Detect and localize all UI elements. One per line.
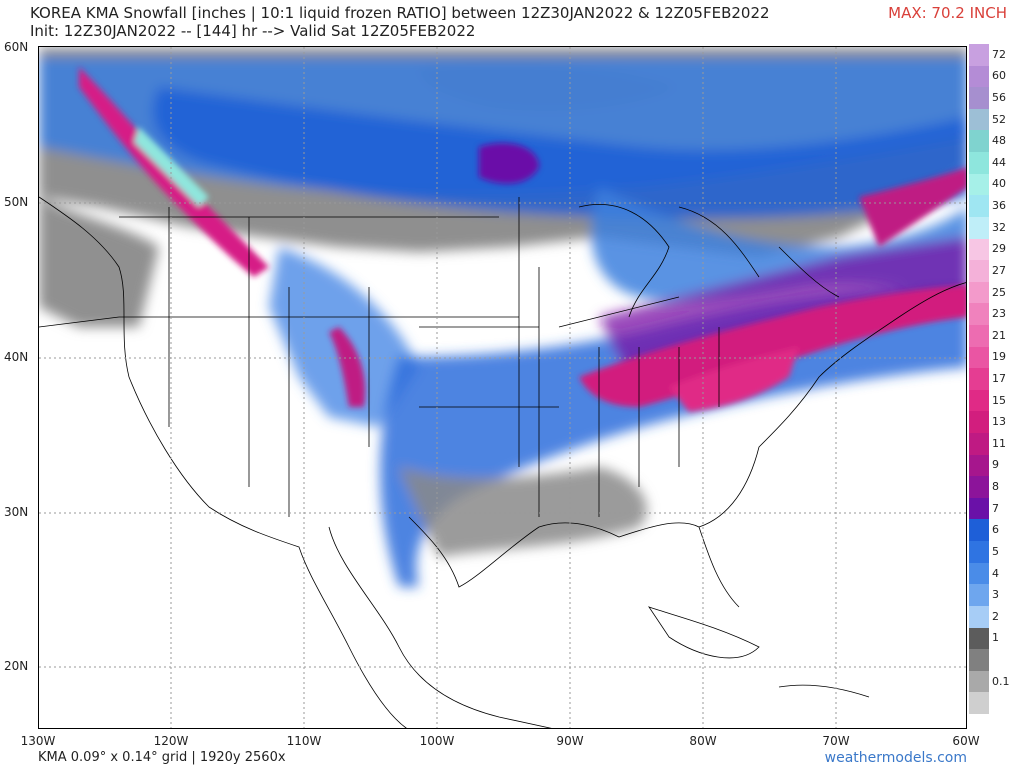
- colorbar: [969, 44, 989, 715]
- colorbar-label: 9: [992, 458, 999, 472]
- lat-label-50n: 50N: [4, 195, 29, 209]
- colorbar-swatch: [969, 173, 989, 196]
- colorbar-swatch: [969, 260, 989, 283]
- colorbar-label: 0.1: [992, 674, 1010, 688]
- grid-info: KMA 0.09° x 0.14° grid | 1920y 2560x: [38, 750, 286, 765]
- colorbar-swatch: [969, 389, 989, 412]
- colorbar-swatch: [969, 627, 989, 650]
- colorbar-label: 19: [992, 350, 1006, 364]
- colorbar-label: 29: [992, 242, 1006, 256]
- colorbar-label: 36: [992, 199, 1006, 213]
- lon-label-120w: 120W: [153, 734, 189, 748]
- lon-label-60w: 60W: [952, 734, 980, 748]
- colorbar-label: 11: [992, 436, 1006, 450]
- colorbar-label: 23: [992, 307, 1006, 321]
- lon-label-70w: 70W: [822, 734, 850, 748]
- colorbar-label: 1: [992, 631, 999, 645]
- lon-label-130w: 130W: [20, 734, 56, 748]
- colorbar-swatch: [969, 216, 989, 239]
- colorbar-label: 2: [992, 609, 999, 623]
- colorbar-swatch: [969, 238, 989, 261]
- lat-label-20n: 20N: [4, 659, 29, 673]
- colorbar-swatch: [969, 87, 989, 110]
- graticule: [39, 47, 966, 728]
- colorbar-swatch: [969, 670, 989, 693]
- colorbar-label: 7: [992, 501, 999, 515]
- heavy-snow-bands: [79, 67, 966, 412]
- colorbar-label: 56: [992, 91, 1006, 105]
- colorbar-swatch: [969, 346, 989, 369]
- snowfall-map: [39, 47, 966, 728]
- colorbar-swatch: [969, 454, 989, 477]
- colorbar-label: 40: [992, 177, 1006, 191]
- lat-label-40n: 40N: [4, 350, 29, 364]
- colorbar-swatch: [969, 195, 989, 218]
- colorbar-swatch: [969, 44, 989, 67]
- colorbar-swatch: [969, 108, 989, 131]
- colorbar-swatch: [969, 476, 989, 499]
- colorbar-label: 60: [992, 69, 1006, 83]
- colorbar-swatch: [969, 562, 989, 585]
- lon-label-90w: 90W: [556, 734, 584, 748]
- map-subtitle: Init: 12Z30JAN2022 -- [144] hr --> Valid…: [30, 22, 476, 40]
- lon-label-100w: 100W: [419, 734, 455, 748]
- colorbar-label: 8: [992, 480, 999, 494]
- colorbar-label: 13: [992, 415, 1006, 429]
- colorbar-label: 32: [992, 220, 1006, 234]
- max-snowfall-label: MAX: 70.2 INCH: [888, 4, 1007, 22]
- colorbar-swatch: [969, 584, 989, 607]
- brand-link[interactable]: weathermodels.com: [824, 750, 967, 766]
- colorbar-label: 4: [992, 566, 999, 580]
- colorbar-label: 6: [992, 523, 999, 537]
- colorbar-swatch: [969, 541, 989, 564]
- colorbar-swatch: [969, 65, 989, 88]
- colorbar-swatch: [969, 411, 989, 434]
- colorbar-label: 72: [992, 47, 1006, 61]
- colorbar-swatch: [969, 605, 989, 629]
- map-frame: [38, 46, 967, 729]
- lon-label-110w: 110W: [286, 734, 322, 748]
- colorbar-label: 21: [992, 328, 1006, 342]
- colorbar-swatch: [969, 649, 989, 672]
- colorbar-label: 25: [992, 285, 1006, 299]
- colorbar-swatch: [969, 497, 989, 520]
- colorbar-swatch: [969, 152, 989, 175]
- colorbar-swatch: [969, 130, 989, 153]
- colorbar-label: 17: [992, 372, 1006, 385]
- colorbar-swatch: [969, 519, 989, 542]
- colorbar-label: 44: [992, 155, 1006, 169]
- colorbar-swatch: [969, 433, 989, 456]
- lat-label-30n: 30N: [4, 505, 29, 519]
- colorbar-label: 48: [992, 134, 1006, 148]
- colorbar-label: 27: [992, 263, 1006, 277]
- colorbar-label: 15: [992, 393, 1006, 407]
- colorbar-swatch: [969, 281, 989, 304]
- colorbar-swatch: [969, 368, 989, 391]
- colorbar-swatch: [969, 692, 989, 715]
- colorbar-swatch: [969, 303, 989, 326]
- lon-label-80w: 80W: [689, 734, 717, 748]
- colorbar-label: 3: [992, 588, 999, 602]
- colorbar-label: 52: [992, 112, 1006, 126]
- colorbar-label: 5: [992, 544, 999, 558]
- colorbar-swatch: [969, 324, 989, 348]
- lat-label-60n: 60N: [4, 40, 29, 54]
- map-boundaries: [39, 196, 966, 728]
- map-title: KOREA KMA Snowfall [inches | 10:1 liquid…: [30, 4, 770, 22]
